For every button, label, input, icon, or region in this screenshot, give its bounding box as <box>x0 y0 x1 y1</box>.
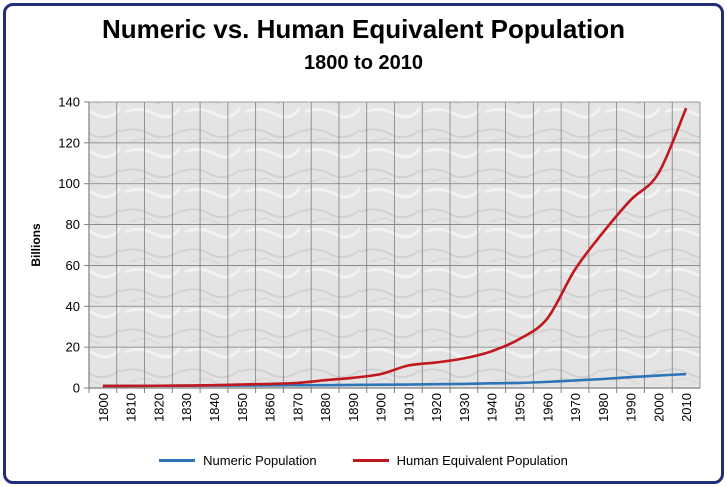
x-tick-label: 2010 <box>679 393 694 422</box>
legend-item-numeric: Numeric Population <box>159 452 317 468</box>
y-tick-label: 20 <box>66 340 80 355</box>
x-tick-label: 1910 <box>401 393 416 422</box>
x-tick-label: 1880 <box>318 393 333 422</box>
x-tick-label: 1940 <box>485 393 500 422</box>
x-tick-label: 1920 <box>429 393 444 422</box>
x-tick-label: 1870 <box>290 393 305 422</box>
y-tick-label: 60 <box>66 258 80 273</box>
x-tick-label: 1890 <box>346 393 361 422</box>
x-tick-label: 1810 <box>124 393 139 422</box>
x-tick-label: 1950 <box>512 393 527 422</box>
chart-title: Numeric vs. Human Equivalent Population <box>102 14 625 44</box>
legend-swatch-human <box>352 458 389 462</box>
legend-label-human: Human Equivalent Population <box>396 452 568 468</box>
y-tick-label: 0 <box>73 381 80 396</box>
x-tick-label: 1970 <box>568 393 583 422</box>
x-tick-label: 1960 <box>540 393 555 422</box>
legend-swatch-numeric <box>159 458 196 462</box>
x-tick-label: 1830 <box>179 393 194 422</box>
x-tick-label: 1990 <box>624 393 639 422</box>
y-axis-label: Billions <box>29 223 43 267</box>
x-tick-label: 1820 <box>151 393 166 422</box>
x-tick-label: 1850 <box>235 393 250 422</box>
series-line-human <box>102 107 688 388</box>
x-tick-label: 1980 <box>596 393 611 422</box>
x-tick-label: 1840 <box>207 393 222 422</box>
legend: Numeric Population Human Equivalent Popu… <box>0 448 727 472</box>
y-tick-label: 40 <box>66 299 80 314</box>
y-tick-label: 100 <box>58 176 80 191</box>
legend-label-numeric: Numeric Population <box>203 452 317 468</box>
x-tick-label: 1930 <box>457 393 472 422</box>
y-tick-label: 80 <box>66 217 80 232</box>
x-tick-label: 1800 <box>96 393 111 422</box>
x-tick-label: 1860 <box>263 393 278 422</box>
y-tick-label: 140 <box>58 95 80 110</box>
x-tick-label: 1900 <box>374 393 389 422</box>
x-tick-label: 2000 <box>651 393 666 422</box>
legend-item-human: Human Equivalent Population <box>352 452 568 468</box>
chart-subtitle: 1800 to 2010 <box>304 52 423 74</box>
y-tick-label: 120 <box>58 135 80 150</box>
